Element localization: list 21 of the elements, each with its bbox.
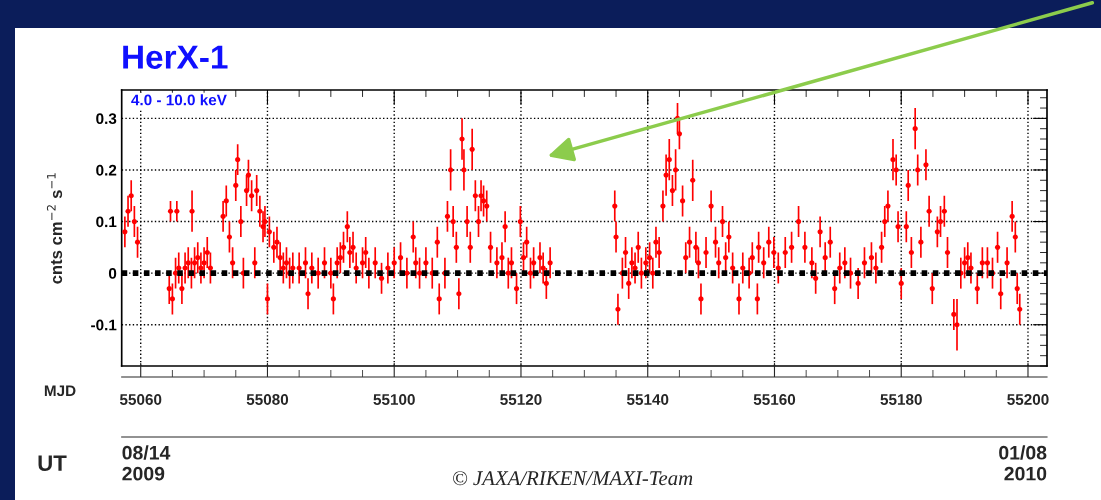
x-tick-label: 55140 <box>626 394 669 405</box>
x-tick-label: 55200 <box>1007 394 1049 405</box>
y-tick-label: 0.2 <box>96 164 117 176</box>
y-tick-label: 0 <box>108 268 117 279</box>
x-tick-label: 55180 <box>880 394 922 405</box>
y-tick-label: 0.3 <box>96 113 117 125</box>
x2-tick-label: 01/08 2010 <box>999 445 1047 481</box>
x-tick-label: 55060 <box>119 394 162 405</box>
annotation: 4.0 - 10.0 keV <box>131 94 227 106</box>
x2-axis-title: UT <box>38 455 67 471</box>
y-axis-title: cnts cm$^{−2}$ s$^{−1}$ <box>46 173 63 284</box>
x-tick-label: 55100 <box>373 394 415 405</box>
x-tick-label: 55160 <box>753 394 796 405</box>
x-tick-label: 55080 <box>246 394 289 405</box>
x-axis-title: MJD <box>44 385 76 397</box>
chart-title: HerX-1 <box>123 45 228 69</box>
text: © JAXA/RIKEN/MAXI-Team <box>453 471 693 486</box>
x2-tick-label: 08/14 2009 <box>122 445 171 481</box>
y-tick-label: -0.1 <box>91 319 117 331</box>
x-tick-label: 55120 <box>500 394 542 405</box>
y-tick-label: 0.1 <box>96 216 117 228</box>
